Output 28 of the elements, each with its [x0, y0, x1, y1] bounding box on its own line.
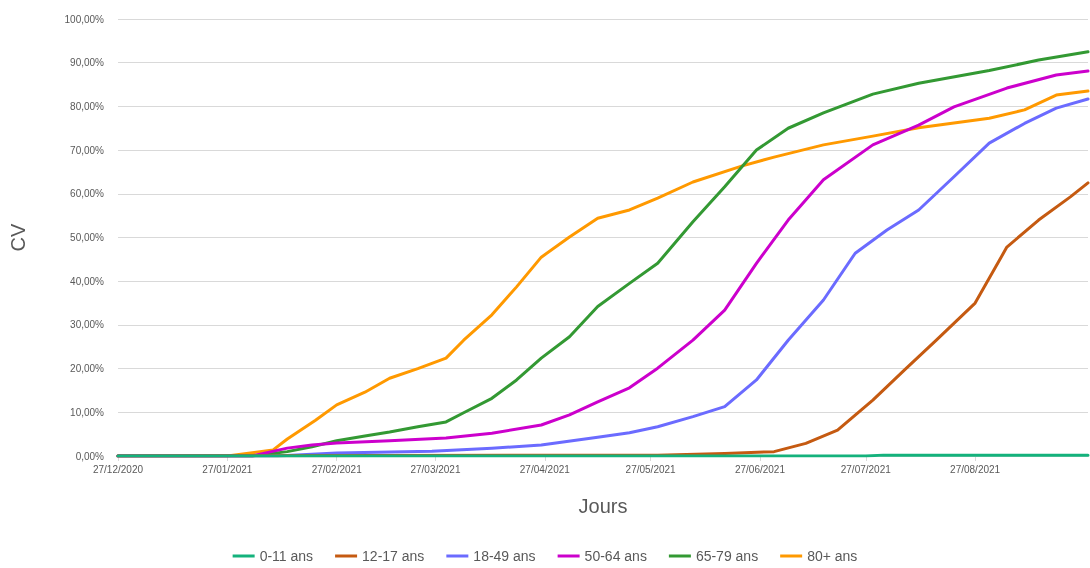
- y-tick-label: 20,00%: [70, 363, 105, 375]
- legend-label: 65-79 ans: [695, 548, 759, 564]
- x-tick-label: 27/04/2021: [519, 463, 571, 475]
- y-tick-label: 40,00%: [70, 275, 105, 287]
- y-tick-label: 10,00%: [70, 406, 105, 418]
- x-tick-label: 27/03/2021: [410, 463, 461, 475]
- legend-label: 0-11 ans: [259, 548, 314, 564]
- y-tick-label: 90,00%: [70, 57, 105, 69]
- y-axis-title: CV: [7, 222, 29, 252]
- legend-label: 12-17 ans: [362, 548, 425, 564]
- y-tick-label: 100,00%: [64, 13, 105, 25]
- y-tick-label: 0,00%: [75, 450, 105, 462]
- y-tick-label: 60,00%: [70, 188, 105, 200]
- y-tick-label: 30,00%: [70, 319, 105, 331]
- x-tick-label: 27/01/2021: [202, 463, 253, 475]
- y-tick-label: 80,00%: [70, 100, 105, 112]
- x-tick-label: 27/06/2021: [734, 463, 786, 475]
- y-tick-label: 70,00%: [70, 144, 105, 156]
- legend-label: 50-64 ans: [584, 548, 647, 564]
- x-tick-label: 27/02/2021: [311, 463, 363, 475]
- x-axis-title: Jours: [578, 495, 628, 517]
- x-tick-label: 27/05/2021: [625, 463, 677, 475]
- y-tick-label: 50,00%: [70, 232, 105, 243]
- legend-label: 18-49 ans: [473, 548, 536, 564]
- x-tick-label: 27/07/2021: [840, 463, 892, 475]
- x-tick-label: 27/08/2021: [950, 463, 1001, 475]
- x-tick-label: 27/12/2020: [92, 463, 144, 475]
- legend-label: 80+ ans: [807, 548, 858, 564]
